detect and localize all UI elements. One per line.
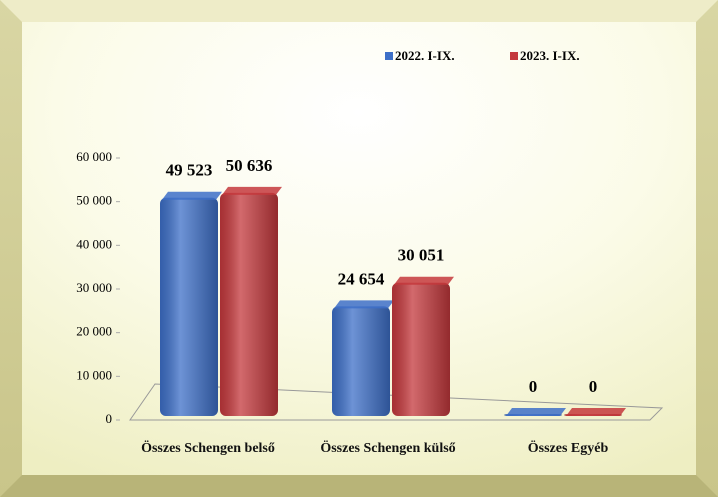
bar-shade bbox=[160, 197, 218, 416]
bar-shade bbox=[332, 306, 390, 416]
legend-label: 2023. I-IX. bbox=[520, 48, 580, 63]
value-label: 49 523 bbox=[166, 161, 213, 180]
bar-top bbox=[162, 191, 222, 200]
bar-top bbox=[394, 276, 454, 285]
value-label: 30 051 bbox=[398, 246, 445, 265]
y-tick-label: 30 000 bbox=[76, 280, 112, 295]
bar-top bbox=[334, 300, 394, 309]
y-tick-label: 50 000 bbox=[76, 193, 112, 208]
legend-label: 2022. I-IX. bbox=[395, 48, 455, 63]
value-label: 24 654 bbox=[338, 269, 385, 288]
bar-top bbox=[222, 186, 282, 195]
legend-swatch bbox=[510, 52, 518, 60]
bevel bbox=[0, 0, 718, 22]
bevel bbox=[0, 475, 718, 497]
value-label: 50 636 bbox=[226, 156, 273, 175]
y-tick-label: 20 000 bbox=[76, 324, 112, 339]
y-tick-label: 40 000 bbox=[76, 236, 112, 251]
x-tick-label: Összes Egyéb bbox=[527, 441, 609, 456]
value-label: 0 bbox=[589, 377, 598, 396]
y-tick-label: 0 bbox=[106, 411, 113, 426]
y-tick-label: 60 000 bbox=[76, 149, 112, 164]
bar-top bbox=[566, 408, 626, 416]
value-label: 0 bbox=[529, 377, 538, 396]
bar-top bbox=[506, 408, 566, 416]
bar-shade bbox=[220, 192, 278, 416]
y-tick-label: 10 000 bbox=[76, 367, 112, 382]
x-tick-label: Összes Schengen külső bbox=[320, 441, 456, 456]
floor bbox=[129, 383, 664, 421]
legend-swatch bbox=[385, 52, 393, 60]
bar-shade bbox=[392, 282, 450, 416]
x-tick-label: Összes Schengen belső bbox=[141, 441, 275, 456]
